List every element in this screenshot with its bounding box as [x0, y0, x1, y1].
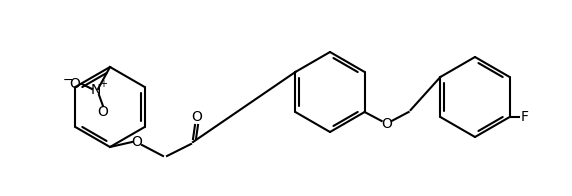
- Text: N: N: [91, 83, 101, 97]
- Text: F: F: [521, 110, 529, 124]
- Text: O: O: [98, 105, 109, 119]
- Text: +: +: [99, 79, 107, 89]
- Text: O: O: [70, 77, 81, 91]
- Text: O: O: [381, 117, 392, 131]
- Text: −: −: [63, 74, 73, 86]
- Text: O: O: [191, 110, 202, 124]
- Text: O: O: [132, 135, 142, 149]
